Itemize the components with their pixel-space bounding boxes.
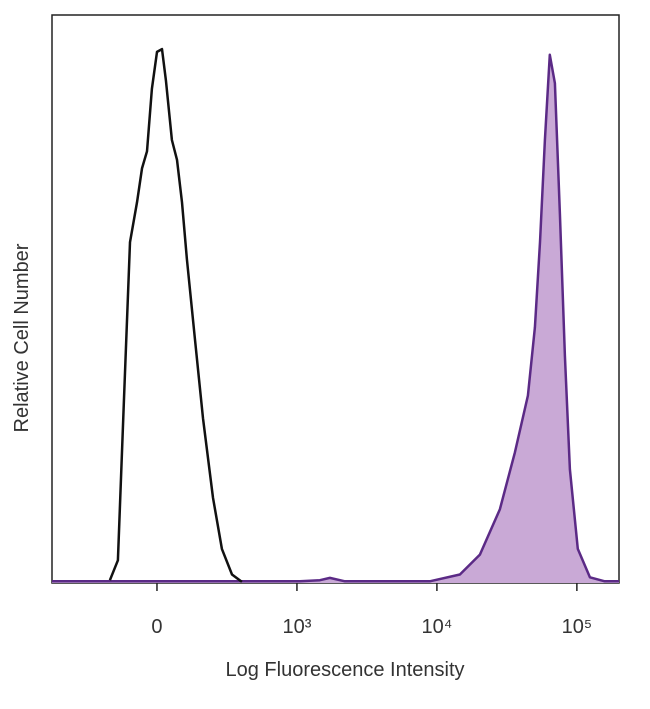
y-axis-label: Relative Cell Number <box>11 243 33 432</box>
x-tick-label: 10⁵ <box>562 616 593 638</box>
histogram-line <box>52 53 619 583</box>
histogram-line <box>108 47 243 583</box>
x-tick-label: 10⁴ <box>421 616 452 638</box>
x-tick-label: 10³ <box>282 616 311 638</box>
x-tick-label: 0 <box>151 616 162 638</box>
x-axis-label: Log Fluorescence Intensity <box>225 659 464 681</box>
area-fill <box>52 54 619 584</box>
